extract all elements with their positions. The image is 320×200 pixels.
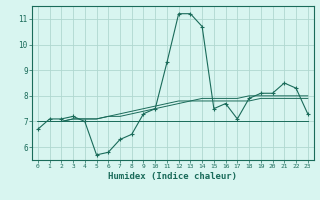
X-axis label: Humidex (Indice chaleur): Humidex (Indice chaleur) [108,172,237,181]
